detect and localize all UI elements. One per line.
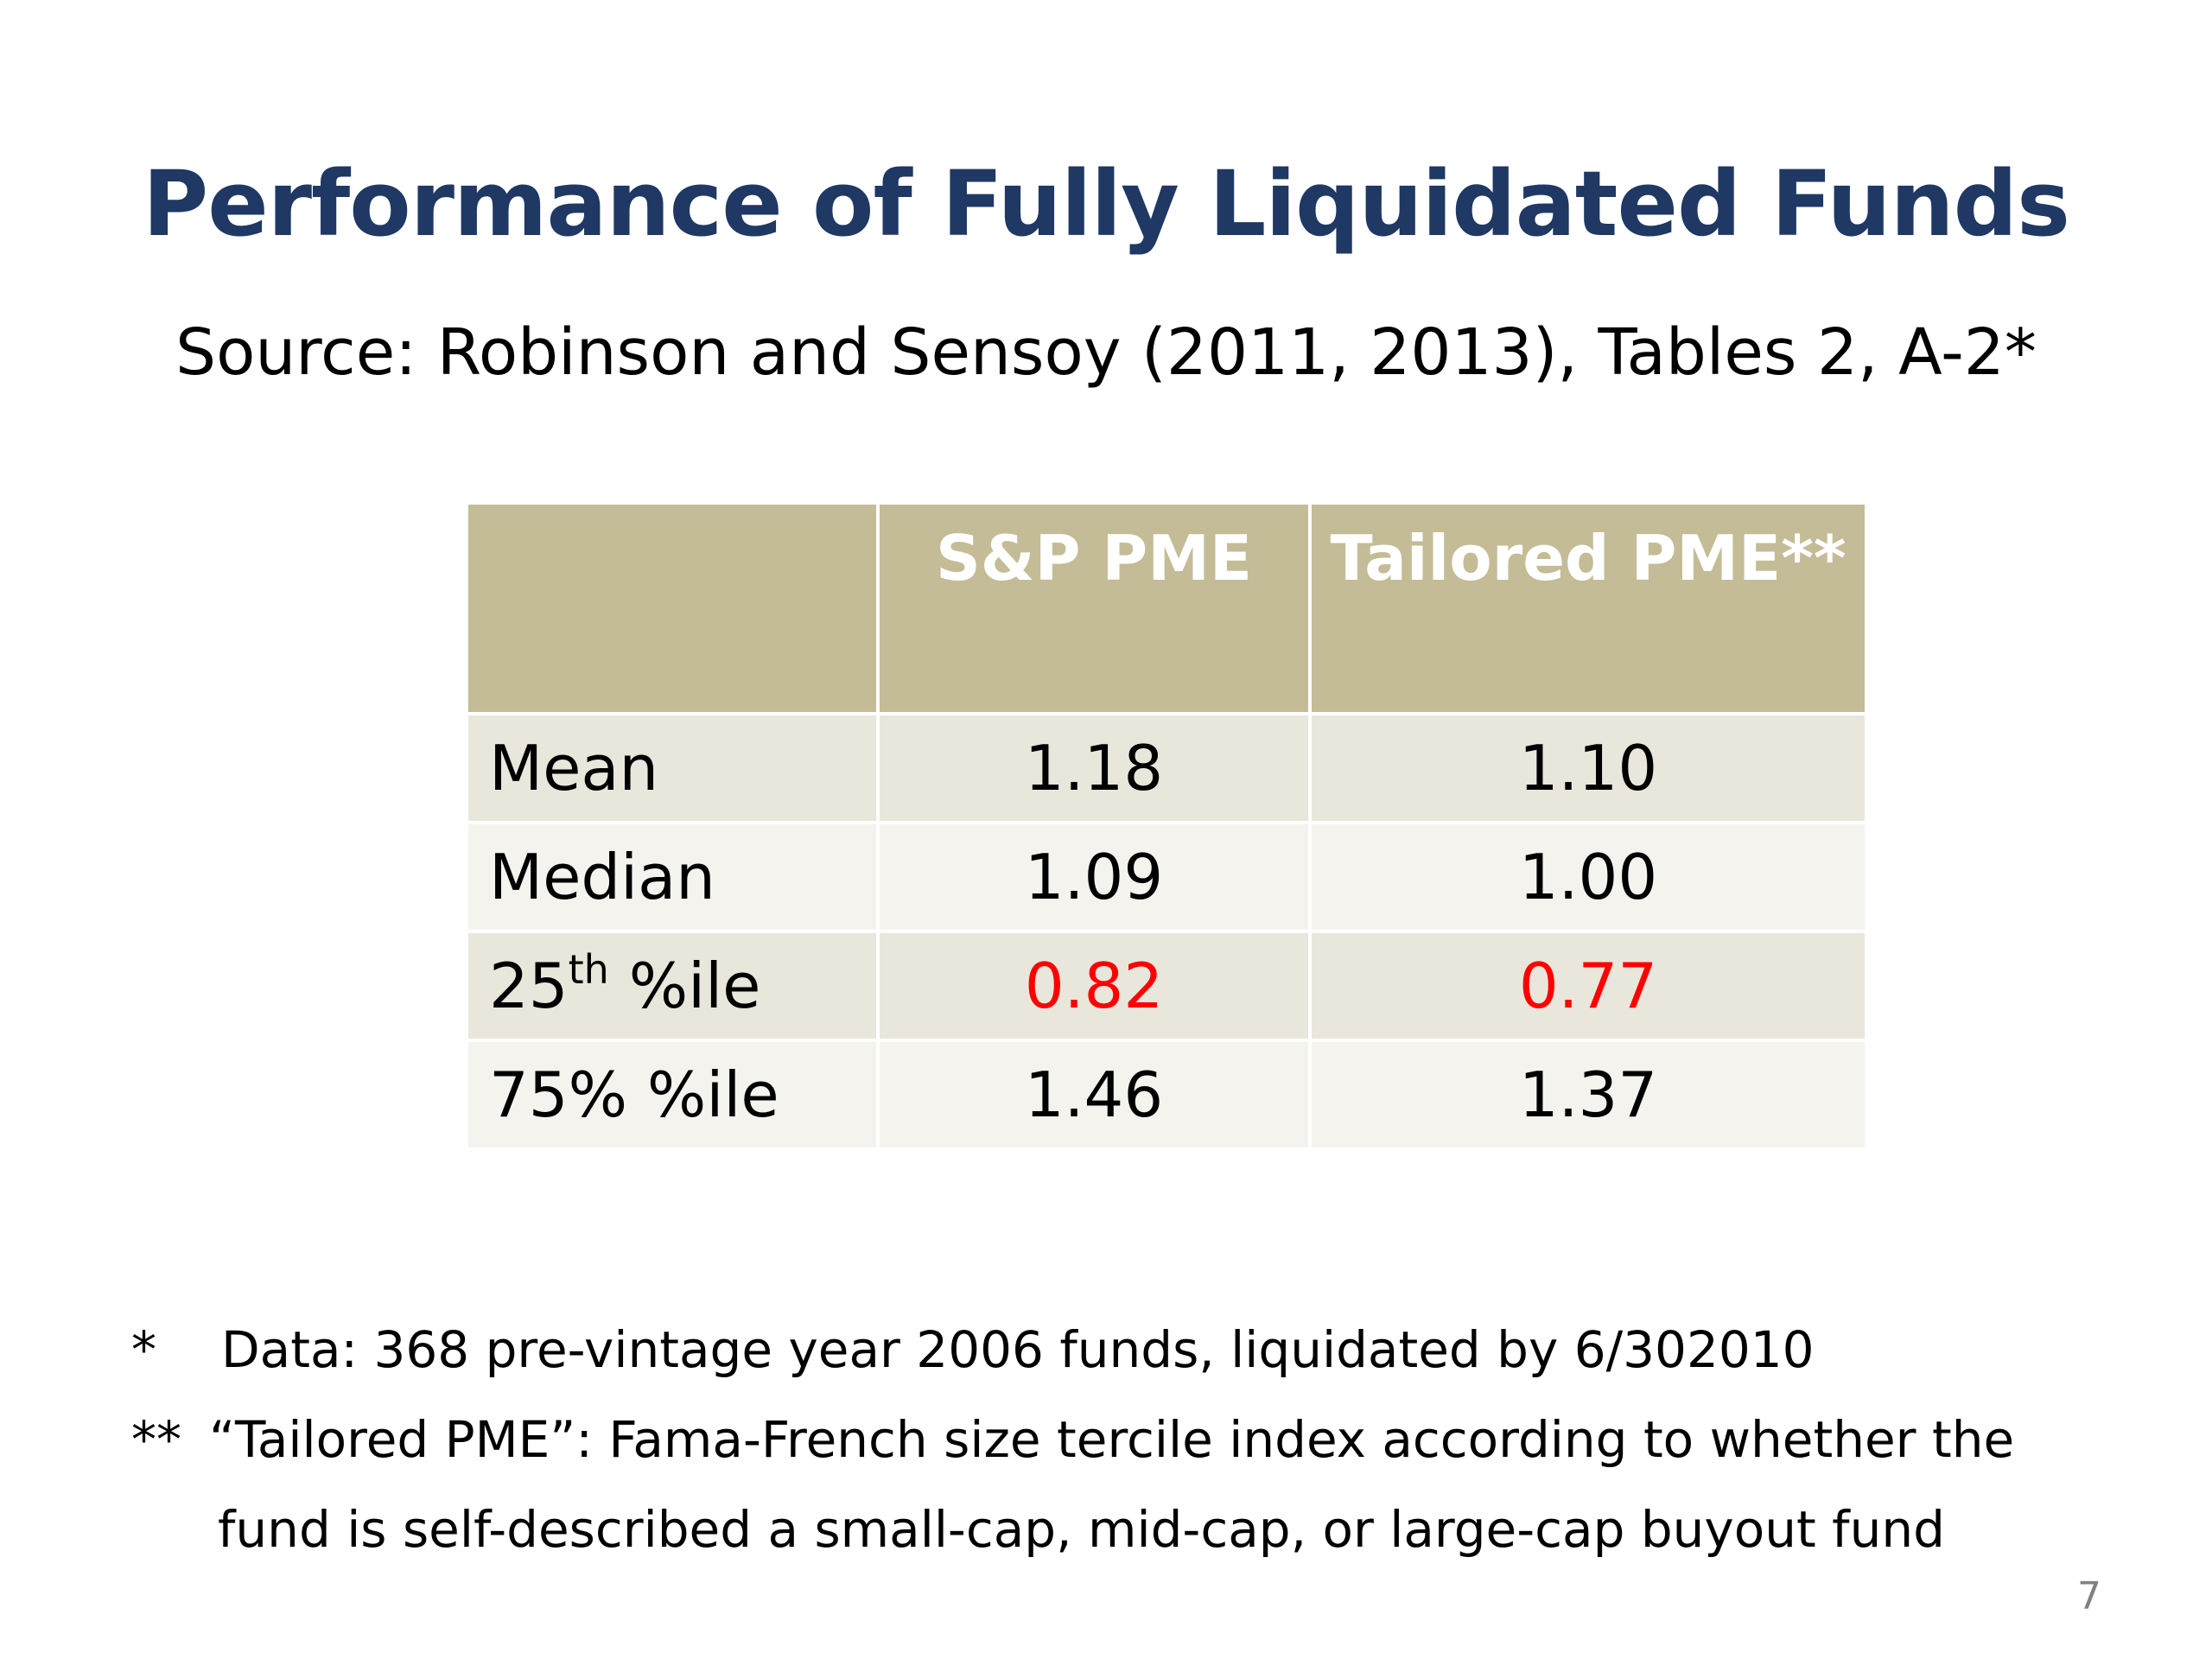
sp-pme-value: 1.46 (880, 1042, 1308, 1147)
slide-subtitle: Source: Robinson and Sensoy (2011, 2013)… (175, 315, 2037, 390)
row-label-number: 25 (489, 950, 569, 1022)
table-row-25th-percentile: 25th %ile 0.82 0.77 (468, 933, 1865, 1039)
table-row-75th-percentile: 75% %ile 1.46 1.37 (468, 1042, 1865, 1147)
sp-pme-value: 1.09 (880, 824, 1308, 930)
footnote-marker: * (131, 1320, 156, 1379)
footnote-1: * Data: 368 pre-vintage year 2006 funds,… (131, 1305, 2119, 1395)
footnotes: * Data: 368 pre-vintage year 2006 funds,… (131, 1305, 2119, 1574)
table-row-mean: Mean 1.18 1.10 (468, 715, 1865, 821)
row-label: Median (468, 824, 876, 930)
page-number: 7 (2077, 1574, 2101, 1618)
tailored-pme-value: 1.00 (1312, 824, 1865, 930)
header-cell-sp-pme: S&P PME (880, 505, 1308, 712)
footnote-text: “Tailored PME”: Fama-French size tercile… (209, 1410, 2015, 1469)
footnote-marker: ** (131, 1410, 181, 1469)
tailored-pme-value: 1.10 (1312, 715, 1865, 821)
header-cell-empty (468, 505, 876, 712)
header-cell-tailored-pme: Tailored PME** (1312, 505, 1865, 712)
slide-title: Performance of Fully Liquidated Funds (143, 151, 2070, 257)
row-label-superscript: th (568, 946, 609, 993)
tailored-pme-value: 0.77 (1312, 933, 1865, 1039)
row-label: Mean (468, 715, 876, 821)
sp-pme-value: 0.82 (880, 933, 1308, 1039)
pme-table: S&P PME Tailored PME** Mean 1.18 1.10 Me… (465, 501, 1868, 1151)
table-header-row: S&P PME Tailored PME** (468, 505, 1865, 712)
row-label: 25th %ile (468, 933, 876, 1039)
tailored-pme-value: 1.37 (1312, 1042, 1865, 1147)
footnote-text: fund is self-described a small-cap, mid-… (218, 1500, 1945, 1559)
sp-pme-value: 1.18 (880, 715, 1308, 821)
footnote-text: Data: 368 pre-vintage year 2006 funds, l… (221, 1320, 1815, 1379)
footnote-2-continuation: fund is self-described a small-cap, mid-… (131, 1484, 2119, 1574)
row-label-suffix: %ile (608, 950, 761, 1022)
row-label: 75% %ile (468, 1042, 876, 1147)
table-row-median: Median 1.09 1.00 (468, 824, 1865, 930)
footnote-2: ** “Tailored PME”: Fama-French size terc… (131, 1395, 2119, 1484)
